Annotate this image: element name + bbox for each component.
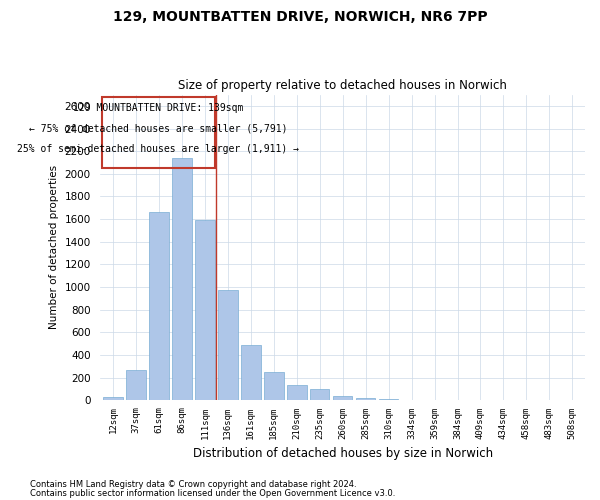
Bar [379,399,398,400]
Bar [241,344,260,400]
Text: 129, MOUNTBATTEN DRIVE, NORWICH, NR6 7PP: 129, MOUNTBATTEN DRIVE, NORWICH, NR6 7PP [113,10,487,24]
Text: ← 75% of detached houses are smaller (5,791): ← 75% of detached houses are smaller (5,… [29,124,287,134]
Bar [218,290,238,400]
Title: Size of property relative to detached houses in Norwich: Size of property relative to detached ho… [178,79,507,92]
Text: 25% of semi-detached houses are larger (1,911) →: 25% of semi-detached houses are larger (… [17,144,299,154]
Y-axis label: Number of detached properties: Number of detached properties [49,166,59,330]
Text: 129 MOUNTBATTEN DRIVE: 139sqm: 129 MOUNTBATTEN DRIVE: 139sqm [73,102,244,113]
Bar [172,158,191,400]
Bar [310,390,329,400]
Bar [264,372,284,400]
Bar [333,396,352,400]
Text: Contains HM Land Registry data © Crown copyright and database right 2024.: Contains HM Land Registry data © Crown c… [30,480,356,489]
Bar [103,398,123,400]
Text: Contains public sector information licensed under the Open Government Licence v3: Contains public sector information licen… [30,488,395,498]
Bar [195,220,215,400]
Bar [126,370,146,400]
Bar [287,386,307,400]
Bar [149,212,169,400]
X-axis label: Distribution of detached houses by size in Norwich: Distribution of detached houses by size … [193,447,493,460]
Bar [101,97,215,168]
Bar [356,398,376,400]
